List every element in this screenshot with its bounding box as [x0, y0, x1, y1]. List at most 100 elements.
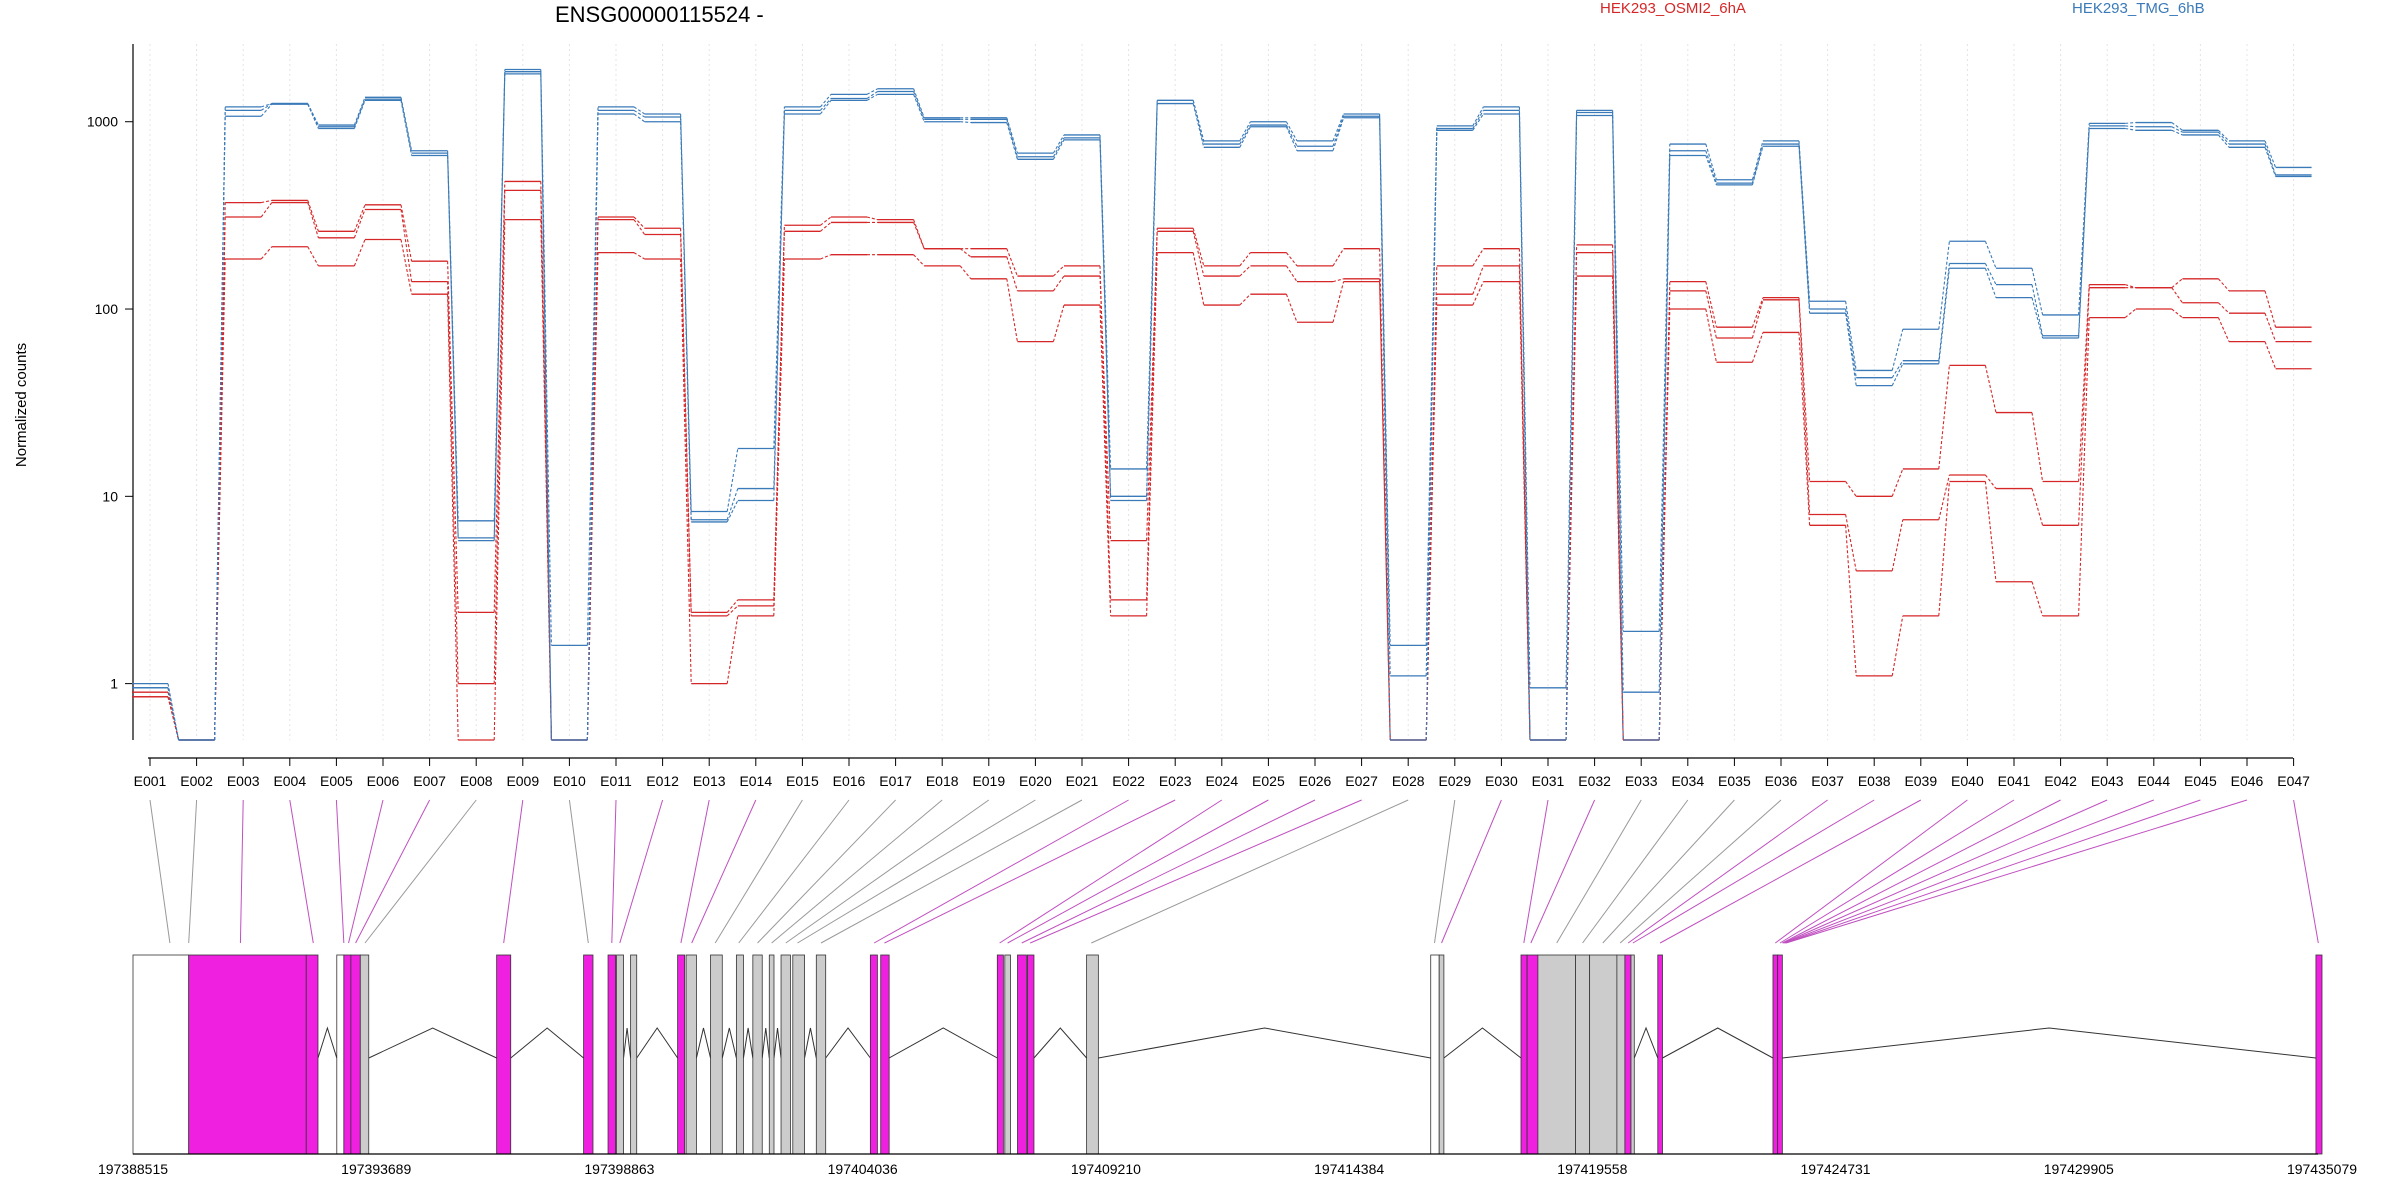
exon-connector [738, 799, 850, 944]
exon-connector [1627, 799, 1828, 944]
series-connector [1705, 308, 1717, 363]
series-connector [1052, 275, 1065, 292]
x-tick-label: E036 [1765, 773, 1798, 789]
series-connector [2031, 297, 2044, 339]
genomic-position-label: 197419558 [1557, 1161, 1627, 1177]
x-tick-label: E027 [1345, 773, 1378, 789]
x-tick-label: E012 [646, 773, 679, 789]
x-tick-label: E011 [600, 773, 632, 789]
exon-connector [619, 799, 664, 944]
x-tick-label: E026 [1299, 773, 1332, 789]
x-tick-label: E018 [926, 773, 959, 789]
series-connector [633, 252, 645, 260]
series-connector [1798, 332, 1811, 526]
series-connector [586, 252, 599, 741]
series-connector [1192, 100, 1205, 145]
exon-block [1430, 954, 1440, 1155]
series-connector [1146, 231, 1158, 541]
exon-connector [999, 799, 1223, 944]
x-tick-label: E042 [2044, 773, 2077, 789]
series-connector [1099, 305, 1112, 616]
series-connector [2217, 134, 2230, 148]
series-connector [260, 246, 273, 260]
x-tick-label: E014 [739, 773, 772, 789]
intron-line [1098, 1027, 1431, 1059]
exon-connector [355, 799, 431, 944]
series-connector [1239, 121, 1251, 142]
series-connector [2125, 125, 2136, 128]
series-connector [866, 91, 878, 99]
exon-connector [797, 799, 1036, 944]
series-connector [1146, 100, 1158, 469]
series-connector [2264, 143, 2277, 176]
series-connector [2264, 341, 2277, 369]
x-tick-label: E040 [1951, 773, 1984, 789]
intron-line [804, 1027, 817, 1059]
series-connector [307, 200, 319, 232]
x-tick-label: E037 [1811, 773, 1844, 789]
intron-line [510, 1027, 584, 1059]
series-connector [726, 615, 739, 684]
x-tick-label: E028 [1392, 773, 1425, 789]
legend-entry-tmg: HEK293_TMG_6hB [2072, 0, 2205, 17]
series-connector [1472, 113, 1484, 131]
y-tick-label: 100 [95, 301, 119, 317]
x-tick-label: E016 [833, 773, 866, 789]
series-connector [1751, 140, 1764, 180]
series-connector [1798, 297, 1811, 482]
exon-connector [149, 799, 171, 944]
exon-connector [757, 799, 896, 944]
exon-block [880, 954, 890, 1155]
series-connector [1705, 155, 1717, 186]
series-connector [913, 254, 925, 267]
series-connector [260, 103, 273, 117]
x-tick-label: E031 [1532, 773, 1565, 789]
exon-connector [1007, 799, 1269, 944]
x-tick-label: E024 [1205, 773, 1238, 789]
exon-block [1086, 954, 1099, 1155]
exon-block [1520, 954, 1528, 1155]
x-ticks: E001 E002 E003 E004 E005 E006 E007 E008 E009 E010… [134, 758, 2310, 789]
series-connector [1239, 126, 1251, 148]
genomic-position-label: 197388515 [98, 1161, 168, 1177]
exon-block [752, 954, 763, 1155]
series-connector [261, 103, 272, 108]
series-connector [1332, 116, 1345, 147]
series-connector [1938, 365, 1950, 470]
series-connector [493, 181, 506, 613]
series-connector [1472, 265, 1484, 295]
series-connector [1472, 110, 1484, 129]
series-connector [260, 202, 273, 218]
series-connector [913, 88, 925, 118]
x-tick-label: E008 [460, 773, 493, 789]
series-connector [1751, 297, 1764, 328]
series-connector [214, 116, 226, 741]
x-tick-label: E003 [227, 773, 260, 789]
series-connector [1845, 313, 1857, 386]
exon-block [1772, 954, 1779, 1155]
exon-block [869, 954, 878, 1155]
series-connector [913, 91, 925, 120]
series-connector [1658, 155, 1671, 741]
series-connector [1751, 332, 1764, 363]
exon-connector [1782, 799, 2061, 944]
series-connector [1146, 252, 1158, 616]
series-connector [680, 258, 692, 684]
count-series [132, 68, 2312, 741]
series-connector [2217, 131, 2230, 145]
series-connector [1938, 263, 1950, 361]
genomic-position-label: 197435079 [2287, 1161, 2357, 1177]
intron-line [888, 1027, 998, 1059]
x-tick-label: E023 [1159, 773, 1192, 789]
series-connector [2078, 317, 2090, 616]
exon-connector [568, 799, 589, 944]
series-connector [1285, 124, 1298, 147]
series-connector [1705, 281, 1717, 328]
series-connector [633, 219, 646, 235]
intron-line [1033, 1027, 1087, 1059]
series-connector [1938, 268, 1950, 364]
series-connector [447, 281, 459, 684]
intron-line [761, 1027, 770, 1059]
exon-connector [335, 799, 345, 944]
series-connector [1052, 139, 1065, 160]
